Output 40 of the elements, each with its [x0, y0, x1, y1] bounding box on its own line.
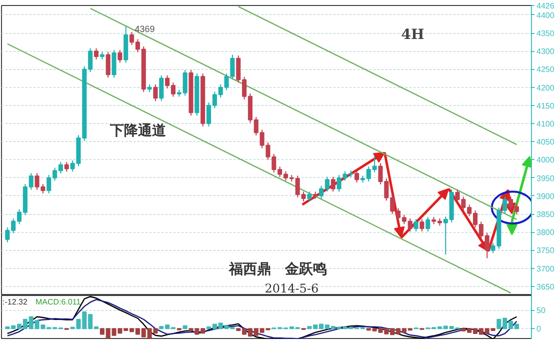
annotation: 下降通道 [108, 122, 167, 139]
y-tick-label: 3850 [536, 210, 555, 220]
annotation: 4369 [134, 24, 155, 34]
annotation: :-12.32 [2, 298, 28, 306]
text: 4H [401, 26, 424, 43]
y-tick-label: 4200 [536, 83, 555, 92]
y-tick-label: 3750 [536, 246, 555, 256]
bar [182, 325, 188, 330]
annotation: 福西鼎 金跃鸣 [228, 260, 328, 278]
y-tick-label: 50 [536, 306, 546, 316]
y-tick-label: 3950 [536, 174, 555, 183]
candlestick [330, 176, 336, 192]
candlestick [112, 50, 116, 78]
y-tick-label: 4050 [536, 138, 555, 147]
y-tick-label: 4100 [536, 120, 555, 129]
y-tick-label: 4350 [536, 29, 555, 38]
y-tick-label: 3700 [536, 264, 555, 274]
candlestick [153, 84, 158, 102]
y-tick-label: 3650 [536, 282, 555, 292]
candlestick [354, 170, 360, 184]
y-tick-label: 4150 [536, 101, 555, 110]
candlestick [159, 74, 164, 102]
candlestick [420, 218, 424, 232]
annotation: MACD:6.011 [36, 298, 82, 306]
y-tick-label: 3900 [536, 192, 555, 201]
candlestick [106, 51, 110, 78]
y-tick-label: 4426 [536, 2, 555, 10]
y-tick-label: 4000 [536, 156, 555, 165]
y-tick-label: 4250 [536, 65, 555, 74]
candlestick [307, 191, 312, 202]
candlestick [94, 48, 99, 60]
y-tick-label: 3800 [536, 228, 555, 238]
candlestick [414, 218, 418, 232]
y-tick-label: 4300 [536, 47, 555, 56]
y-tick-label: 0 [536, 324, 542, 334]
candlestick [118, 50, 122, 64]
candlestick [64, 161, 69, 172]
annotation: 2014-5-6 [264, 281, 319, 296]
y-tick-label: 4400 [536, 10, 555, 20]
candlestick [426, 216, 430, 232]
